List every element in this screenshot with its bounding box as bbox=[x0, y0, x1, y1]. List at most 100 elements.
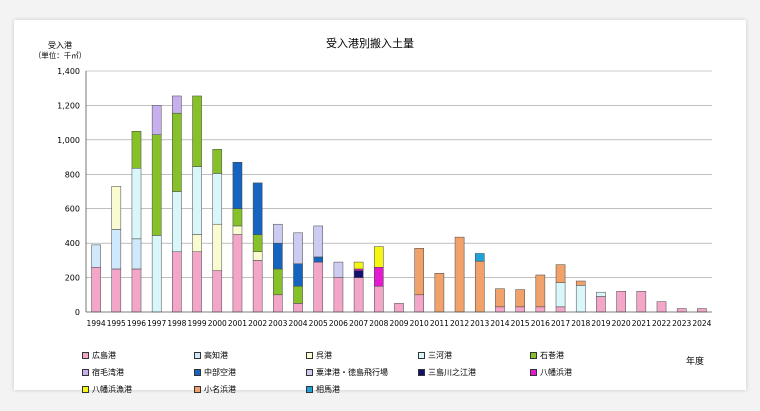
bar-segment bbox=[192, 95, 202, 167]
legend-swatch bbox=[82, 352, 89, 359]
bar-segment bbox=[212, 173, 223, 225]
x-tick-label: 2007 bbox=[349, 319, 368, 328]
y-tick-labels: 0 200 400 600 800 1,000 1,200 1,400 bbox=[57, 67, 80, 317]
bar-segment bbox=[474, 260, 485, 313]
x-tick-label: 2000 bbox=[208, 319, 227, 328]
x-axis-label: 年度 bbox=[686, 357, 705, 367]
bar-segment bbox=[374, 266, 384, 287]
bar-segment bbox=[293, 285, 303, 304]
legend-item: 八幡浜港 bbox=[530, 367, 572, 378]
x-tick-label: 1999 bbox=[188, 319, 207, 328]
x-tick-label: 2017 bbox=[551, 319, 570, 328]
y-tick-label: 200 bbox=[65, 274, 80, 283]
x-tick-label: 1998 bbox=[167, 319, 186, 328]
bar-segment bbox=[676, 308, 687, 313]
legend-item: 中部空港 bbox=[194, 367, 236, 378]
x-tick-label: 2021 bbox=[632, 319, 651, 328]
legend-swatch bbox=[194, 369, 201, 376]
bar-segment bbox=[212, 149, 223, 174]
bar-segment bbox=[172, 112, 182, 192]
bar-segment bbox=[313, 225, 324, 258]
legend-item: 呉港 bbox=[306, 350, 332, 361]
legend-label: 中部空港 bbox=[204, 368, 236, 377]
grid-lines bbox=[86, 70, 712, 278]
y-tick-label: 800 bbox=[65, 170, 80, 179]
bar-segment bbox=[575, 285, 586, 313]
x-tick-label: 1996 bbox=[127, 319, 146, 328]
chart-title: 受入港別搬入土量 bbox=[326, 36, 414, 50]
legend-label: 八幡浜漁港 bbox=[92, 385, 132, 394]
legend-item: 三島川之江港 bbox=[418, 367, 476, 378]
bar-segment bbox=[172, 191, 182, 252]
bar-segment bbox=[293, 232, 303, 265]
bar-segment bbox=[91, 266, 101, 313]
legend-item: 石巻港 bbox=[530, 350, 564, 361]
legend-item: 粟津港・徳島飛行場 bbox=[306, 367, 388, 378]
legend-label: 三島川之江港 bbox=[428, 368, 476, 377]
legend-item: 三河港 bbox=[418, 350, 452, 361]
bar-segment bbox=[212, 270, 223, 313]
bar-chart: 受入港別搬入土量 受入港 （単位：千㎥） 0 200 400 600 800 1,000 1… bbox=[34, 36, 712, 328]
legend-label: 小名浜港 bbox=[204, 385, 236, 394]
bar-segment bbox=[252, 251, 263, 261]
bar-segment bbox=[575, 280, 586, 286]
x-tick-label: 2015 bbox=[511, 319, 530, 328]
bar-segment bbox=[656, 301, 667, 313]
bar-segment bbox=[111, 186, 122, 230]
y-axis-label: 受入港 bbox=[48, 40, 72, 50]
x-tick-label: 2011 bbox=[430, 319, 449, 328]
legend-swatch bbox=[82, 369, 89, 376]
x-tick-label: 2012 bbox=[450, 319, 469, 328]
bar-segment bbox=[273, 223, 283, 244]
bar-segment bbox=[394, 303, 404, 313]
bar-segment bbox=[232, 234, 243, 313]
bar-segment bbox=[273, 242, 283, 270]
x-tick-label: 2008 bbox=[369, 319, 388, 328]
legend-swatch bbox=[306, 386, 313, 393]
bar-segment bbox=[131, 238, 142, 270]
x-tick-label: 1994 bbox=[87, 319, 106, 328]
bar-segment bbox=[555, 306, 566, 313]
legend-swatch bbox=[418, 352, 425, 359]
bar-segment bbox=[333, 261, 344, 278]
x-tick-label: 2023 bbox=[672, 319, 691, 328]
x-tick-label: 2003 bbox=[268, 319, 287, 328]
legend-label: 八幡浜港 bbox=[540, 368, 572, 377]
bar-segment bbox=[495, 306, 505, 313]
chart-card: 受入港別搬入土量 受入港 （単位：千㎥） 0 200 400 600 800 1,000 1… bbox=[14, 20, 746, 394]
bar-segment bbox=[232, 225, 243, 235]
bar-segment bbox=[374, 285, 384, 313]
bar-segment bbox=[252, 182, 263, 235]
bar-segment bbox=[555, 282, 566, 308]
bar-segment bbox=[596, 291, 606, 297]
x-tick-label: 2013 bbox=[470, 319, 489, 328]
legend-item: 八幡浜漁港 bbox=[82, 384, 132, 395]
y-tick-label: 1,000 bbox=[57, 136, 80, 145]
legend-item: 高知港 bbox=[194, 350, 228, 361]
bar-segment bbox=[555, 264, 566, 283]
bar-segment bbox=[151, 134, 162, 236]
bar-segment bbox=[353, 270, 364, 278]
y-tick-label: 1,200 bbox=[57, 101, 80, 110]
bar-segment bbox=[151, 235, 162, 313]
legend-swatch bbox=[418, 369, 425, 376]
legend-label: 宿毛湾港 bbox=[92, 368, 124, 377]
bar-segment bbox=[374, 246, 384, 268]
legend-label: 高知港 bbox=[204, 351, 228, 360]
legend-label: 広島港 bbox=[92, 351, 116, 360]
x-tick-labels: 1994 1995 1996 1997 1998 1999 2000 2001 2002 2003… bbox=[87, 319, 712, 328]
bar-segment bbox=[293, 263, 303, 287]
legend-swatch bbox=[530, 352, 537, 359]
x-tick-label: 1997 bbox=[147, 319, 166, 328]
bar-segment bbox=[414, 294, 424, 313]
bar-segment bbox=[414, 248, 424, 296]
bar-segment bbox=[616, 291, 626, 313]
x-tick-label: 2001 bbox=[228, 319, 247, 328]
bar-segment bbox=[515, 306, 525, 313]
bar-segment bbox=[131, 168, 142, 240]
legend-swatch bbox=[306, 369, 313, 376]
bar-segment bbox=[353, 268, 364, 271]
bar-segment bbox=[172, 95, 182, 114]
legend-swatch bbox=[82, 386, 89, 393]
axes bbox=[85, 71, 712, 313]
